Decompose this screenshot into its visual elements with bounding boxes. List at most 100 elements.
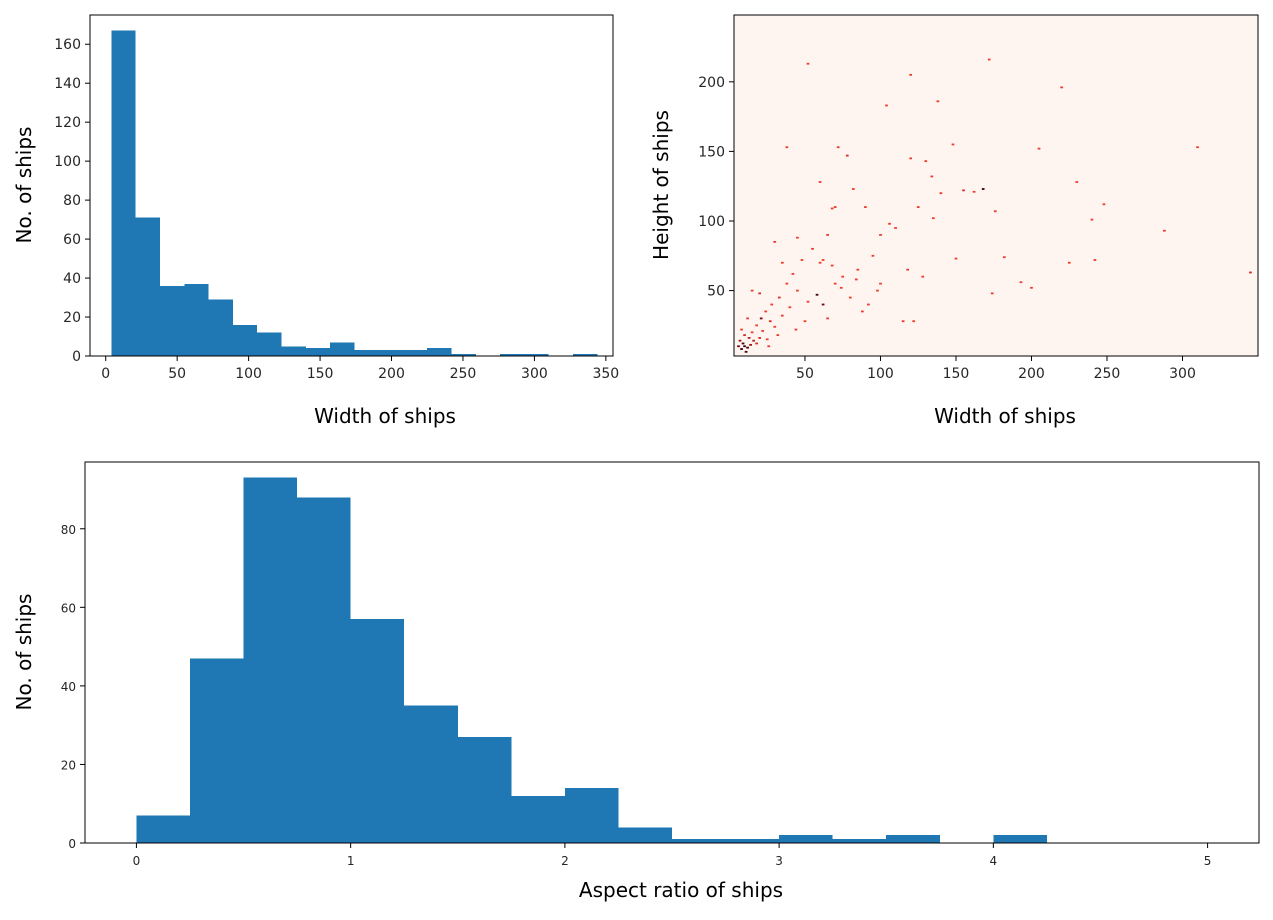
heatmap-x-tick-label: 250 bbox=[1094, 366, 1121, 382]
histogram-bar bbox=[354, 350, 379, 356]
heatmap-cell bbox=[909, 73, 913, 76]
heatmap-cell bbox=[951, 143, 955, 146]
histogram-bar bbox=[305, 348, 331, 356]
width-histogram-x-tick-label: 0 bbox=[101, 366, 110, 382]
histogram-bar bbox=[257, 332, 282, 356]
histogram-bar bbox=[281, 346, 306, 356]
histogram-bar bbox=[564, 788, 619, 843]
heatmap-cell bbox=[867, 303, 870, 306]
heatmap-y-tick-label: 50 bbox=[707, 284, 725, 300]
heatmap-cell bbox=[839, 286, 843, 289]
histogram-bar bbox=[243, 477, 298, 843]
heatmap-x-tick-label: 100 bbox=[867, 366, 894, 382]
histogram-bar bbox=[618, 827, 672, 843]
histogram-bar bbox=[160, 285, 185, 356]
width-histogram-y-tick-label: 20 bbox=[63, 310, 81, 326]
width-histogram-y-tick-label: 0 bbox=[72, 349, 81, 365]
heatmap-cell bbox=[796, 236, 799, 239]
width-histogram-y-ticks: 0 20 40 60 80 100 120 140 160 bbox=[54, 37, 90, 365]
heatmap-cell bbox=[987, 58, 991, 61]
heatmap-cell bbox=[758, 292, 762, 295]
heatmap-cell bbox=[1102, 203, 1106, 206]
heatmap-cell bbox=[740, 328, 743, 331]
heatmap-cell bbox=[894, 227, 897, 229]
histogram-bar bbox=[672, 839, 726, 843]
heatmap-cell bbox=[750, 331, 754, 334]
heatmap-cell bbox=[936, 100, 940, 103]
histogram-bar bbox=[136, 815, 190, 843]
heatmap-cell bbox=[765, 338, 769, 341]
heatmap-cell bbox=[909, 157, 913, 160]
heatmap-cell bbox=[744, 350, 748, 353]
heatmap-cell bbox=[741, 342, 745, 345]
heatmap-y-tick-label: 200 bbox=[698, 75, 725, 91]
heatmap-x-ticks: 50 100 150 200 250 300 bbox=[796, 356, 1196, 382]
heatmap-cell bbox=[921, 275, 925, 278]
heatmap-y-ticks: 50 100 150 200 bbox=[698, 75, 734, 300]
histogram-bar bbox=[184, 283, 209, 356]
heatmap-y-tick-label: 150 bbox=[698, 144, 725, 160]
heatmap-background bbox=[734, 15, 1258, 356]
heatmap-cell bbox=[755, 342, 759, 345]
width-histogram-y-tick-label: 160 bbox=[54, 37, 81, 53]
heatmap-cell bbox=[931, 217, 935, 220]
heatmap-cell bbox=[993, 210, 997, 213]
width-histogram-y-tick-label: 140 bbox=[54, 76, 81, 92]
heatmap-cell bbox=[1067, 261, 1071, 264]
heatmap-cell bbox=[773, 325, 777, 328]
heatmap-cell bbox=[750, 289, 754, 292]
histogram-bar bbox=[832, 839, 887, 843]
width-histogram-bars bbox=[111, 30, 598, 357]
width-histogram-x-label: Width of ships bbox=[314, 404, 456, 428]
heatmap-x-tick-label: 50 bbox=[796, 366, 814, 382]
aspect-ratio-histogram-y-ticks: 0 20 40 60 80 bbox=[61, 523, 85, 851]
histogram-bar bbox=[402, 350, 428, 356]
heatmap-cell bbox=[747, 337, 751, 339]
heatmap-cell bbox=[821, 259, 825, 261]
heatmap-cell bbox=[845, 154, 849, 157]
histogram-bar bbox=[189, 658, 244, 843]
heatmap-y-tick-label: 100 bbox=[698, 214, 725, 230]
heatmap-cell bbox=[1075, 181, 1079, 183]
heatmap-cell bbox=[901, 320, 905, 323]
heatmap-cell bbox=[780, 261, 784, 264]
heatmap-cell bbox=[770, 303, 774, 306]
histogram-bar bbox=[451, 354, 476, 356]
heatmap-x-tick-label: 150 bbox=[943, 366, 970, 382]
heatmap-x-tick-label: 200 bbox=[1018, 366, 1045, 382]
heatmap-cell bbox=[836, 146, 840, 149]
heatmap-cell bbox=[806, 300, 810, 303]
heatmap-cell bbox=[954, 257, 958, 260]
heatmap-cell bbox=[788, 306, 792, 309]
heatmap-cell bbox=[981, 188, 985, 190]
aspect-ratio-histogram-x-tick-label: 3 bbox=[775, 854, 783, 868]
heatmap-cell bbox=[916, 206, 920, 208]
histogram-bar bbox=[297, 497, 351, 843]
heatmap-cells bbox=[737, 58, 1252, 353]
histogram-bar bbox=[511, 795, 565, 843]
heatmap-cell bbox=[1163, 229, 1166, 232]
aspect-ratio-histogram-x-ticks: 0 1 2 3 4 5 bbox=[133, 843, 1211, 868]
heatmap-cell bbox=[773, 240, 777, 243]
width-histogram-y-tick-label: 100 bbox=[54, 154, 81, 170]
width-histogram-x-tick-label: 50 bbox=[168, 366, 186, 382]
aspect-ratio-histogram-y-label: No. of ships bbox=[12, 594, 36, 711]
heatmap-cell bbox=[759, 317, 763, 320]
heatmap-cell bbox=[737, 345, 740, 348]
histogram-bar bbox=[404, 705, 458, 843]
aspect-ratio-histogram-y-tick-label: 60 bbox=[61, 601, 76, 615]
heatmap-cell bbox=[860, 310, 864, 313]
histogram-bar bbox=[208, 299, 233, 356]
heatmap-cell bbox=[806, 62, 810, 65]
heatmap-cell bbox=[738, 339, 742, 342]
heatmap-cell bbox=[879, 234, 882, 236]
heatmap-cell bbox=[749, 343, 752, 346]
heatmap-cell bbox=[1090, 218, 1094, 221]
heatmap-cell bbox=[826, 317, 829, 320]
heatmap-cell bbox=[879, 282, 882, 285]
histogram-bar bbox=[457, 736, 512, 843]
heatmap-frame bbox=[733, 14, 1259, 357]
histogram-bar bbox=[232, 324, 258, 356]
heatmap-cell bbox=[785, 282, 789, 285]
